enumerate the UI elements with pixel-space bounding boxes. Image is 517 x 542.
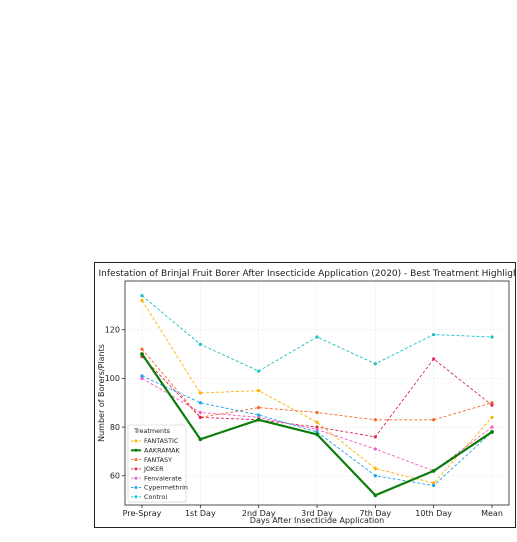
y-axis: 60 80 100 120 (105, 325, 125, 481)
legend-label-fantasy: FANTASY (144, 456, 172, 464)
x-tick-label: 1st Day (185, 509, 216, 518)
series-line-fantastic (141, 300, 493, 484)
series-fantastic (140, 298, 494, 485)
data-point-fenvalerate (140, 376, 144, 380)
data-point-fenvalerate (373, 447, 377, 451)
data-point-fantastic (140, 298, 144, 303)
data-point-fantasy (373, 418, 377, 422)
y-tick-label: 60 (110, 472, 120, 481)
data-point-joker (432, 357, 436, 361)
series-aakramak (140, 352, 494, 498)
data-point-aakramak (315, 432, 319, 437)
data-point-control (490, 335, 494, 339)
data-point-fenvalerate (198, 410, 202, 415)
legend: Treatments FANTASTIC AAKRAMAKFANTASYJOKER… (127, 424, 188, 503)
x-tick-label: 10th Day (415, 509, 452, 518)
x-tick-label: 7th Day (360, 509, 392, 518)
data-point-fantastic (373, 466, 377, 471)
data-point-aakramak (140, 352, 144, 356)
data-point-fantastic (198, 391, 202, 395)
data-point-fantastic (432, 481, 436, 485)
data-point-fantastic (257, 388, 261, 393)
x-tick-label: 3rd Day (301, 509, 333, 518)
x-axis-title: Days After Insecticide Application (250, 516, 384, 525)
legend-label-control: Control (144, 493, 167, 501)
data-point-control (373, 362, 377, 366)
y-tick-label: 80 (110, 423, 120, 432)
legend-box (127, 424, 187, 503)
data-point-fantastic (315, 420, 319, 424)
data-point-joker (373, 435, 377, 439)
legend-marker-control (134, 495, 138, 499)
data-point-joker (198, 415, 202, 419)
data-point-aakramak (431, 469, 436, 473)
y-tick-label: 100 (105, 374, 120, 383)
data-point-cypermethrin (257, 413, 261, 417)
legend-marker-fantastic (134, 439, 138, 443)
data-point-fantasy (140, 347, 144, 351)
data-point-control (315, 335, 319, 339)
data-point-aakramak (198, 437, 203, 442)
data-point-control (432, 332, 436, 337)
series-joker (140, 354, 494, 439)
data-point-fantasy (432, 418, 436, 422)
data-point-control (257, 369, 261, 373)
legend-marker-aakramak (134, 448, 138, 452)
data-point-cypermethrin (432, 483, 436, 488)
data-point-fantasy (490, 401, 494, 405)
chart-figure: Infestation of Brinjal Fruit Borer After… (94, 262, 516, 528)
legend-label-cypermethrin: Cypermethrin (144, 484, 188, 492)
data-point-fantastic (490, 415, 494, 419)
series-control (140, 294, 494, 373)
data-point-joker (315, 425, 319, 429)
legend-marker-cypermethrin (134, 486, 138, 489)
legend-marker-fenvalerate (134, 476, 138, 480)
data-point-cypermethrin (373, 474, 377, 478)
legend-title: Treatments (133, 427, 171, 435)
data-point-aakramak (256, 417, 261, 422)
legend-marker-joker (134, 467, 138, 471)
legend-label-aakramak: AAKRAMAK (144, 447, 181, 455)
data-point-fantasy (315, 410, 319, 415)
chart-title: Infestation of Brinjal Fruit Borer After… (99, 269, 515, 279)
data-point-joker (490, 403, 494, 407)
data-point-control (198, 342, 202, 346)
x-tick-label: 2nd Day (242, 509, 276, 518)
line-chart: Infestation of Brinjal Fruit Borer After… (97, 269, 515, 525)
legend-marker-fantasy (134, 458, 138, 462)
y-tick-label: 120 (105, 325, 120, 334)
data-point-cypermethrin (140, 374, 144, 378)
data-point-fenvalerate (490, 425, 494, 429)
x-tick-label: Pre-Spray (123, 509, 162, 518)
data-point-aakramak (490, 430, 494, 434)
x-axis: Pre-Spray 1st Day 2nd Day 3rd Day 7th Day 10t… (123, 505, 503, 518)
legend-label-joker: JOKER (143, 465, 164, 473)
data-point-aakramak (373, 493, 378, 498)
y-axis-title: Number of Borers/Plants (97, 344, 106, 442)
data-point-fantasy (257, 406, 261, 410)
x-tick-label: Mean (481, 509, 503, 518)
legend-label-fantastic: FANTASTIC (144, 437, 179, 445)
data-point-control (140, 294, 144, 298)
series-group (140, 294, 494, 498)
data-point-cypermethrin (198, 401, 202, 405)
data-point-fenvalerate (315, 427, 319, 432)
legend-label-fenvalerate: Fenvalerate (144, 474, 182, 482)
series-line-joker (141, 356, 493, 438)
